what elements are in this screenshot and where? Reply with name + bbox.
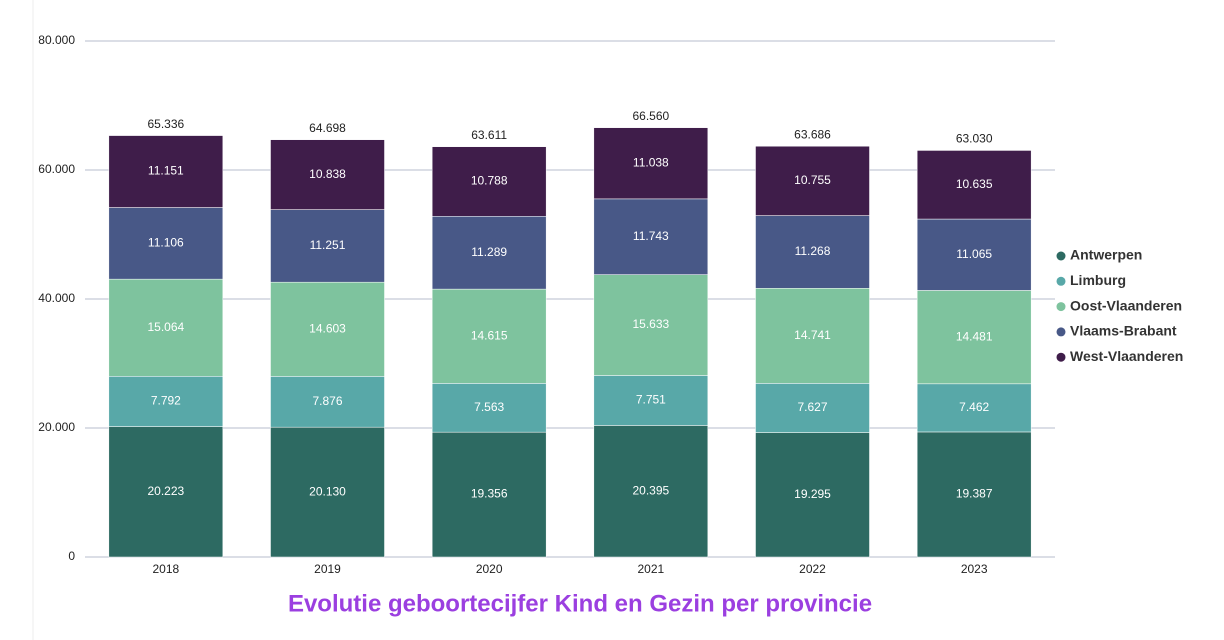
segment-label: 14.603	[309, 321, 346, 335]
legend-swatch	[1056, 251, 1066, 261]
y-tick-label: 40.000	[38, 291, 75, 305]
segment-label: 7.876	[312, 394, 342, 408]
legend-swatch	[1056, 302, 1066, 312]
x-tick-label: 2023	[961, 562, 988, 576]
legend-swatch	[1056, 352, 1066, 362]
bar-segment	[108, 135, 224, 208]
segment-label: 10.755	[794, 173, 831, 187]
bar-segment	[755, 288, 870, 384]
total-label: 64.698	[309, 121, 346, 135]
segment-label: 11.151	[148, 164, 184, 178]
segment-label: 19.356	[471, 487, 508, 501]
bar-segment	[431, 383, 547, 433]
segment-label: 11.038	[633, 155, 669, 169]
segment-label: 14.615	[471, 328, 508, 342]
total-label: 65.336	[147, 117, 184, 131]
segment-label: 11.065	[956, 247, 992, 261]
bar-segment	[431, 288, 547, 384]
segment-label: 15.633	[632, 317, 669, 331]
bar-segment	[108, 278, 224, 377]
bar-segment	[916, 218, 1032, 291]
total-label: 63.611	[471, 128, 507, 142]
bar-segment	[270, 281, 385, 377]
bar-segment	[755, 383, 870, 433]
bar-segment	[108, 376, 224, 427]
segment-label: 14.481	[956, 329, 993, 343]
total-label: 66.560	[632, 109, 669, 123]
segment-label: 10.838	[309, 167, 346, 181]
bar-segment	[916, 290, 1032, 385]
bar-segment	[431, 146, 547, 217]
segment-label: 11.268	[795, 244, 831, 258]
bar-segment	[916, 431, 1032, 558]
legend-swatch	[1056, 276, 1066, 286]
segment-label: 11.106	[148, 235, 184, 249]
bar-segment	[593, 375, 709, 426]
bar-segment	[755, 432, 870, 558]
y-tick-label: 80.000	[38, 33, 75, 47]
bar-segment	[270, 426, 385, 558]
segment-label: 7.792	[151, 394, 181, 408]
bar-segment	[431, 431, 547, 558]
segment-label: 7.563	[474, 400, 504, 414]
segment-label: 20.395	[632, 483, 669, 497]
bar-segment	[108, 426, 224, 558]
x-tick-label: 2018	[152, 562, 179, 576]
segment-label: 7.751	[636, 393, 666, 407]
bar-segment	[755, 215, 870, 289]
x-tick-label: 2020	[476, 562, 503, 576]
bar-segment	[916, 383, 1032, 433]
y-tick-label: 60.000	[38, 162, 75, 176]
bar-segment	[270, 376, 385, 428]
segment-label: 11.289	[471, 245, 507, 259]
y-tick-label: 0	[68, 549, 75, 563]
total-label: 63.686	[794, 127, 831, 141]
x-tick-label: 2019	[314, 562, 341, 576]
bar-segment	[755, 145, 870, 216]
legend-label: Oost-Vlaanderen	[1070, 297, 1182, 313]
legend-label: Antwerpen	[1070, 247, 1142, 263]
segment-label: 19.295	[794, 487, 831, 501]
bar-segment	[431, 216, 547, 290]
segment-label: 11.743	[633, 229, 669, 243]
segment-label: 7.462	[959, 400, 989, 414]
segment-label: 19.387	[956, 487, 993, 501]
y-tick-label: 20.000	[38, 420, 75, 434]
legend-swatch	[1056, 327, 1066, 337]
bar-segment	[593, 198, 709, 275]
legend-label: Vlaams-Brabant	[1070, 323, 1177, 339]
bar-segment	[270, 139, 385, 210]
bar-segment	[916, 150, 1032, 220]
bar-segment	[593, 127, 709, 200]
segment-label: 10.635	[956, 177, 993, 191]
segment-label: 11.251	[310, 238, 346, 252]
x-tick-label: 2021	[637, 562, 664, 576]
segment-label: 14.741	[794, 328, 831, 342]
segment-label: 20.223	[147, 484, 184, 498]
x-tick-label: 2022	[799, 562, 826, 576]
segment-label: 15.064	[147, 320, 184, 334]
bar-segment	[593, 425, 709, 558]
segment-label: 7.627	[797, 400, 827, 414]
segment-label: 10.788	[471, 174, 508, 188]
bar-segment	[270, 209, 385, 283]
legend-label: West-Vlaanderen	[1070, 348, 1183, 364]
segment-label: 20.130	[309, 484, 346, 498]
chart-title: Evolutie geboortecijfer Kind en Gezin pe…	[288, 590, 872, 617]
total-label: 63.030	[956, 132, 993, 146]
legend-label: Limburg	[1070, 272, 1126, 288]
